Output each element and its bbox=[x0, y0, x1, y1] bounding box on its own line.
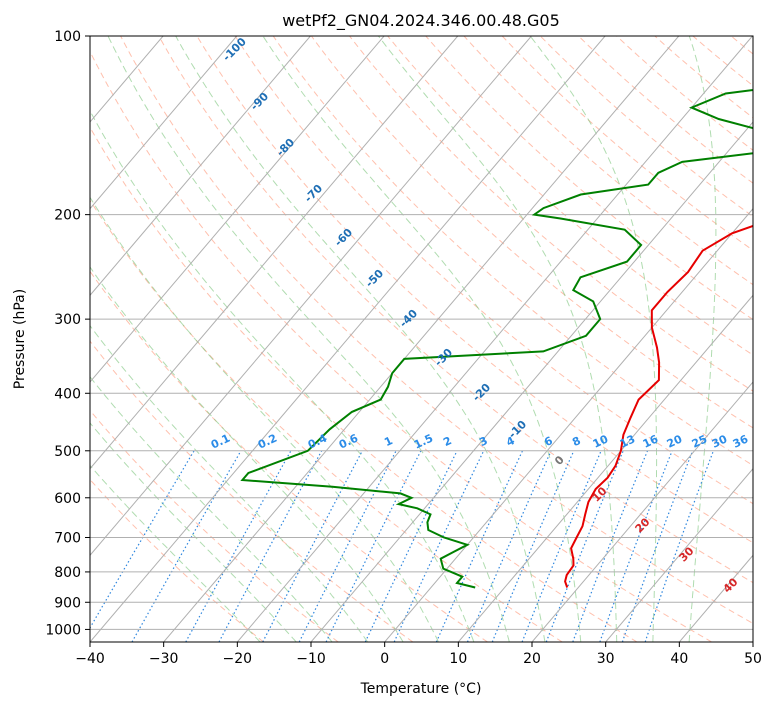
x-tick-label: 40 bbox=[670, 651, 688, 667]
y-tick-label: 900 bbox=[54, 595, 81, 611]
isotherm-gridlines bbox=[90, 36, 753, 642]
y-tick-label: 100 bbox=[54, 29, 81, 45]
isobar-gridlines bbox=[90, 36, 753, 630]
x-tick-label: 20 bbox=[523, 651, 541, 667]
dry-adiabat bbox=[90, 478, 264, 642]
dry-adiabat bbox=[158, 36, 753, 584]
isotherm-line bbox=[90, 36, 606, 642]
isotherm-line bbox=[457, 294, 753, 642]
dry-adiabat bbox=[90, 126, 638, 642]
dry-adiabat bbox=[234, 36, 753, 505]
dry-adiabat bbox=[387, 36, 753, 356]
y-tick-label: 700 bbox=[54, 531, 81, 547]
chart-title: wetPf2_GN04.2024.346.00.48.G05 bbox=[282, 11, 560, 31]
moist-adiabat bbox=[90, 422, 297, 642]
x-tick-label: 50 bbox=[744, 651, 762, 667]
y-tick-label: 400 bbox=[54, 386, 81, 402]
y-tick-label: 800 bbox=[54, 565, 81, 581]
isotherm-line bbox=[310, 121, 753, 642]
dry-adiabats bbox=[90, 36, 753, 642]
x-tick-label: 30 bbox=[597, 651, 615, 667]
isotherm-line bbox=[90, 36, 532, 557]
y-tick-label: 300 bbox=[54, 312, 81, 328]
moist-adiabat bbox=[90, 464, 261, 642]
mixing-ratio-label: 20 bbox=[665, 432, 685, 450]
mixing-ratio-label: 25 bbox=[690, 432, 709, 450]
isotherm-line bbox=[163, 36, 680, 642]
mixing-ratio-line bbox=[599, 450, 673, 642]
mixing-ratio-line bbox=[621, 450, 694, 642]
mixing-ratio-line bbox=[521, 450, 602, 642]
mixing-ratio-label: 13 bbox=[618, 432, 637, 450]
mixing-ratio-label: 36 bbox=[731, 432, 751, 450]
dry-adiabat bbox=[310, 36, 753, 429]
x-axis-label: Temperature (°C) bbox=[360, 681, 482, 697]
isotherm-line bbox=[90, 36, 311, 297]
dry-adiabat bbox=[349, 36, 753, 392]
mixing-ratio-label: 10 bbox=[591, 432, 611, 450]
moist-adiabat bbox=[90, 376, 333, 642]
moist-adiabat bbox=[688, 36, 717, 642]
y-tick-label: 600 bbox=[54, 491, 81, 507]
moist-adiabat bbox=[90, 109, 475, 642]
mixing-ratio-line bbox=[466, 450, 552, 642]
y-axis-label: Pressure (hPa) bbox=[12, 289, 28, 389]
dry-adiabat bbox=[90, 50, 712, 642]
dewpoint-profile-line bbox=[240, 89, 753, 589]
mixing-ratio-line bbox=[572, 450, 649, 642]
mixing-ratio-line bbox=[644, 450, 714, 642]
y-tick-label: 1000 bbox=[45, 622, 81, 638]
moist-adiabat bbox=[90, 266, 404, 642]
moist-adiabat bbox=[378, 36, 618, 642]
isotherm-line bbox=[384, 207, 753, 642]
dry-adiabat bbox=[120, 36, 753, 625]
dry-adiabat bbox=[616, 36, 753, 151]
dry-adiabat bbox=[196, 36, 753, 544]
moist-adiabat bbox=[529, 36, 658, 642]
temperature-profile-line bbox=[564, 224, 753, 588]
y-tick-label: 200 bbox=[54, 208, 81, 224]
x-tick-label: −10 bbox=[296, 651, 326, 667]
x-tick-label: 10 bbox=[449, 651, 467, 667]
y-tick-label: 500 bbox=[54, 444, 81, 460]
dry-adiabat bbox=[463, 36, 753, 286]
x-tick-label: −20 bbox=[223, 651, 253, 667]
x-axis-ticks: −40 −30 −20 −10 0 10 20 30 40 50 bbox=[75, 642, 762, 667]
x-tick-label: −30 bbox=[149, 651, 179, 667]
mixing-ratio-label: 16 bbox=[641, 432, 661, 450]
isotherm-line bbox=[90, 36, 385, 383]
x-tick-label: −40 bbox=[75, 651, 105, 667]
mixing-ratio-label: 30 bbox=[710, 432, 730, 450]
y-axis-ticks: 100 200 300 400 500 600 700 800 900 1000 bbox=[45, 29, 90, 638]
isotherm-line bbox=[90, 36, 238, 210]
moist-adiabat bbox=[107, 36, 510, 642]
mixing-ratio-line bbox=[218, 450, 323, 642]
mixing-ratio-line bbox=[185, 450, 292, 642]
dry-adiabat bbox=[425, 36, 753, 321]
isotherm-line bbox=[90, 36, 459, 470]
isotherm-line bbox=[605, 467, 753, 642]
x-tick-label: 0 bbox=[380, 651, 389, 667]
isotherm-line bbox=[236, 36, 753, 642]
mixing-ratio-line bbox=[545, 450, 624, 642]
plot-area bbox=[90, 36, 753, 642]
plot-frame bbox=[89, 35, 754, 643]
isotherm-line bbox=[531, 381, 753, 642]
